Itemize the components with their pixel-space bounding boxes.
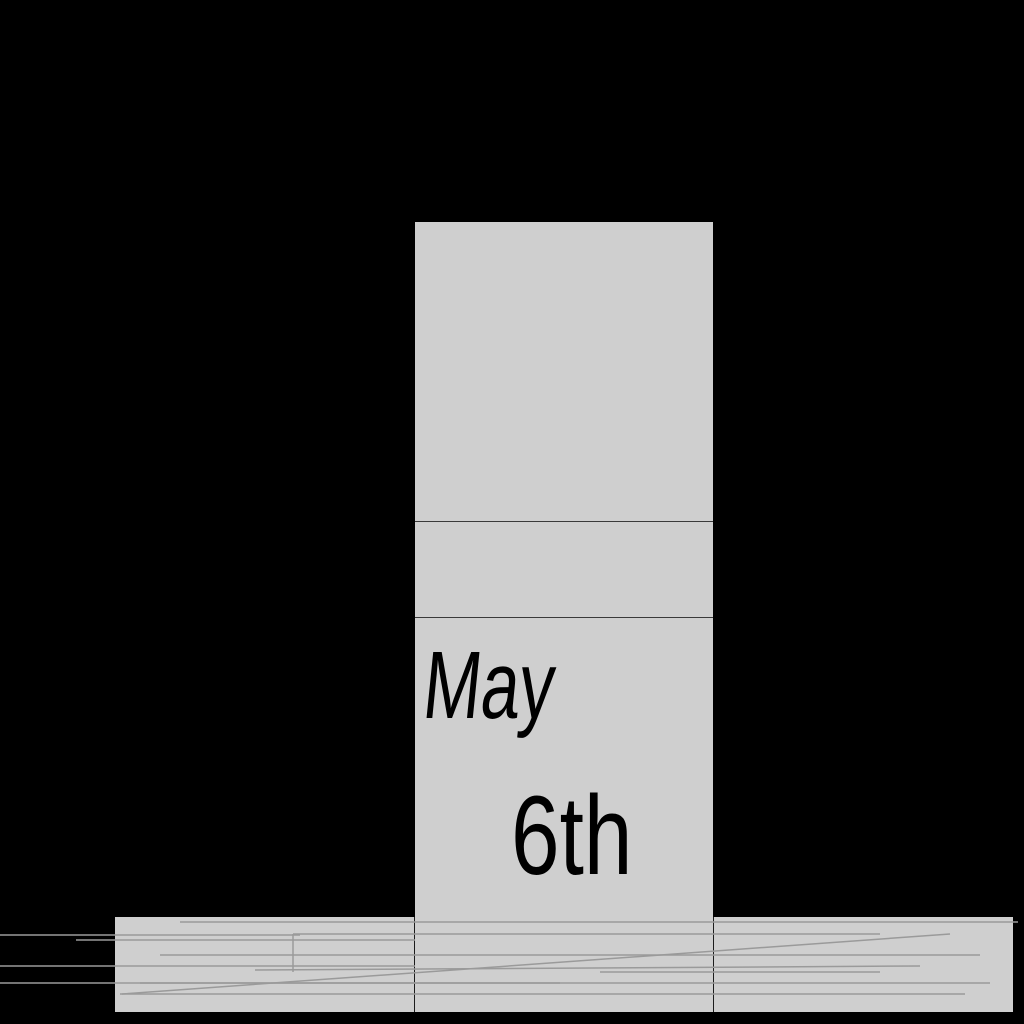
column-middle-block [415, 521, 713, 617]
sketch-lines [0, 921, 1018, 995]
base-divider-right [713, 917, 714, 1012]
base-divider-left [414, 917, 415, 1012]
column-top-block [415, 222, 713, 521]
day-label: 6th [511, 773, 633, 898]
date-card: May 6th [415, 617, 713, 917]
month-label: May [418, 632, 561, 739]
base-bar [115, 917, 1013, 1012]
